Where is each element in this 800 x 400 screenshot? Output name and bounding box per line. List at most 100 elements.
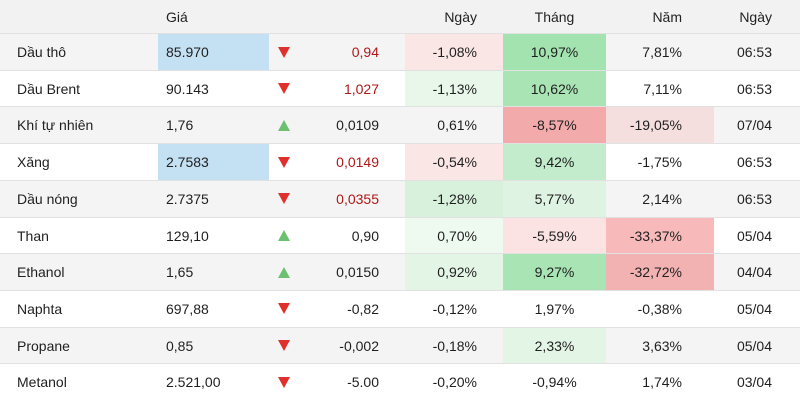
day-change-percent: -0,12% <box>432 300 477 317</box>
commodity-name-link[interactable]: Metanol <box>17 374 67 391</box>
price-value: 129,10 <box>166 227 209 244</box>
year-change-percent: -32,72% <box>606 254 714 291</box>
change-value: 0,0109 <box>336 117 379 134</box>
month-change-percent: -0,94% <box>532 374 577 391</box>
month-change-percent: -8,57% <box>503 107 606 144</box>
price-value: 2.7583 <box>158 144 269 181</box>
table-row[interactable]: Xăng 2.7583 0,0149 -0,54% 9,42% -1,75% 06:53 <box>0 143 800 181</box>
triangle-down-icon <box>278 83 290 95</box>
change-value: -0,002 <box>339 337 379 354</box>
table-row[interactable]: Propane 0,85 -0,002 -0,18% 2,33% 3,63% 05/04 <box>0 326 800 364</box>
month-change-percent: 2,33% <box>503 327 606 364</box>
day-change-percent: -1,13% <box>405 70 503 107</box>
triangle-down-icon <box>278 46 290 58</box>
month-change-percent: 10,62% <box>503 70 606 107</box>
update-time: 06:53 <box>736 80 772 97</box>
commodity-name-link[interactable]: Naphta <box>17 300 63 317</box>
price-value: 85.970 <box>158 34 269 70</box>
down-arrow-icon <box>269 71 299 107</box>
table-header: Giá Ngày Tháng Năm Ngày <box>0 0 800 33</box>
year-change-percent: -33,37% <box>606 217 714 254</box>
update-time: 03/04 <box>736 374 772 391</box>
table-row[interactable]: Dầu nóng 2.7375 0,0355 -1,28% 5,77% 2,14% 06:5… <box>0 179 800 217</box>
commodity-name-link[interactable]: Dầu nóng <box>17 190 78 207</box>
header-direction <box>269 0 299 33</box>
day-change-percent: -1,28% <box>405 180 503 217</box>
day-change-percent: -0,20% <box>432 374 477 391</box>
triangle-down-icon <box>278 156 290 168</box>
down-arrow-icon <box>269 144 299 180</box>
header-year[interactable]: Năm <box>652 8 682 25</box>
table-row[interactable]: Metanol 2.521,00 -5.00 -0,20% -0,94% 1,74% 03/… <box>0 363 800 400</box>
month-change-percent: 5,77% <box>503 180 606 217</box>
year-change-percent: -0,38% <box>637 300 682 317</box>
triangle-down-icon <box>278 340 290 352</box>
triangle-up-icon <box>278 119 290 131</box>
day-change-percent: 0,92% <box>405 254 503 291</box>
price-value: 1,65 <box>166 264 194 281</box>
day-change-percent: 0,70% <box>405 217 503 254</box>
table-row[interactable]: Khí tự nhiên 1,76 0,0109 0,61% -8,57% -19,05%… <box>0 106 800 144</box>
commodity-name-link[interactable]: Dầu thô <box>17 44 67 60</box>
commodity-name-link[interactable]: Propane <box>17 337 70 354</box>
price-value: 90.143 <box>166 80 209 97</box>
update-time: 06:53 <box>736 154 772 171</box>
change-value: 1,027 <box>343 80 379 97</box>
table-row[interactable]: Naphta 697,88 -0,82 -0,12% 1,97% -0,38% 05/04 <box>0 289 800 327</box>
header-month[interactable]: Tháng <box>534 8 575 25</box>
up-arrow-icon <box>269 107 299 143</box>
triangle-down-icon <box>278 376 290 388</box>
update-time: 06:53 <box>736 44 772 60</box>
up-arrow-icon <box>269 218 299 254</box>
year-change-percent: 2,14% <box>642 190 682 207</box>
triangle-up-icon <box>278 266 290 278</box>
update-time: 04/04 <box>736 264 772 281</box>
day-change-percent: -1,08% <box>405 34 503 70</box>
update-time: 06:53 <box>736 190 772 207</box>
triangle-down-icon <box>278 193 290 205</box>
commodity-name-link[interactable]: Dầu Brent <box>17 80 81 97</box>
price-value: 1,76 <box>166 117 194 134</box>
month-change-percent: -5,59% <box>503 217 606 254</box>
change-value: 0,0149 <box>336 154 379 171</box>
month-change-percent: 9,27% <box>503 254 606 291</box>
triangle-down-icon <box>278 303 290 315</box>
table-row[interactable]: Ethanol 1,65 0,0150 0,92% 9,27% -32,72% 04/04 <box>0 253 800 291</box>
year-change-percent: 7,11% <box>643 80 682 97</box>
commodity-name-link[interactable]: Ethanol <box>17 264 65 281</box>
down-arrow-icon <box>269 328 299 364</box>
up-arrow-icon <box>269 254 299 290</box>
price-value: 2.521,00 <box>166 374 221 391</box>
header-change <box>299 0 405 33</box>
day-change-percent: -0,18% <box>432 337 477 354</box>
header-day[interactable]: Ngày <box>444 8 477 25</box>
change-value: -5.00 <box>347 374 379 391</box>
header-name <box>0 0 158 33</box>
update-time: 05/04 <box>736 300 772 317</box>
table-row[interactable]: Dầu Brent 90.143 1,027 -1,13% 10,62% 7,11% 06:… <box>0 69 800 107</box>
year-change-percent: 7,81% <box>642 44 682 60</box>
header-time[interactable]: Ngày <box>739 8 772 25</box>
commodity-name-link[interactable]: Xăng <box>17 154 50 171</box>
table-row[interactable]: Dầu thô 85.970 0,94 -1,08% 10,97% 7,81% 06:53 <box>0 33 800 70</box>
header-price[interactable]: Giá <box>166 8 188 25</box>
year-change-percent: 1,74% <box>642 374 682 391</box>
change-value: 0,94 <box>351 44 379 60</box>
commodity-name-link[interactable]: Than <box>17 227 49 244</box>
change-value: 0,0150 <box>336 264 379 281</box>
update-time: 07/04 <box>736 117 772 134</box>
year-change-percent: -19,05% <box>606 107 714 144</box>
down-arrow-icon <box>269 364 299 400</box>
table-row[interactable]: Than 129,10 0,90 0,70% -5,59% -33,37% 05/04 <box>0 216 800 254</box>
triangle-up-icon <box>278 230 290 241</box>
down-arrow-icon <box>269 34 299 70</box>
commodity-name-link[interactable]: Khí tự nhiên <box>17 117 94 134</box>
day-change-percent: 0,61% <box>437 117 477 134</box>
price-value: 0,85 <box>166 337 194 354</box>
year-change-percent: 3,63% <box>642 337 682 354</box>
price-value: 697,88 <box>166 300 209 317</box>
update-time: 05/04 <box>736 227 772 244</box>
change-value: 0,90 <box>351 227 379 244</box>
day-change-percent: -0,54% <box>405 144 503 181</box>
price-value: 2.7375 <box>166 190 209 207</box>
